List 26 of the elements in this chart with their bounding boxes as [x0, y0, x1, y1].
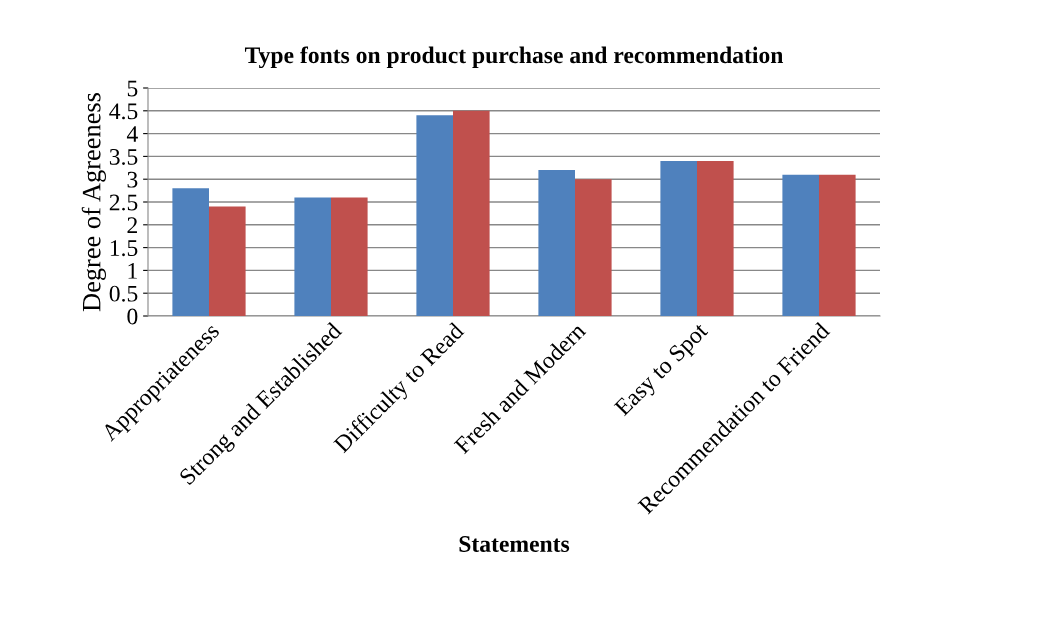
y-tick-label: 3 — [127, 171, 138, 188]
x-axis-title: Statements — [459, 536, 570, 552]
bar — [575, 179, 612, 316]
y-tick-label: 2.5 — [109, 194, 138, 211]
y-tick-label: 0.5 — [109, 285, 138, 302]
chart-title: Type fonts on product purchase and recommendation — [244, 46, 784, 69]
bar — [294, 197, 331, 316]
bar — [416, 115, 453, 316]
y-tick-label: 3.5 — [109, 148, 138, 165]
bar — [697, 160, 734, 316]
y-tick-label: 1 — [128, 263, 137, 279]
bar — [172, 188, 209, 316]
bar — [538, 170, 575, 316]
y-tick-label: 4 — [126, 126, 138, 142]
y-tick-label: 5 — [127, 80, 138, 97]
bar — [819, 174, 856, 316]
y-tick-label: 1.5 — [110, 240, 138, 257]
y-tick-label: 2 — [127, 217, 137, 233]
y-axis-title: Degree of Agreeness — [81, 93, 106, 312]
y-tick-label: 0 — [127, 308, 138, 325]
bar — [331, 197, 368, 316]
bar — [782, 174, 819, 316]
bar — [209, 206, 246, 316]
y-tick-label: 4.5 — [109, 103, 138, 120]
bar — [453, 110, 490, 316]
bar — [660, 160, 697, 316]
